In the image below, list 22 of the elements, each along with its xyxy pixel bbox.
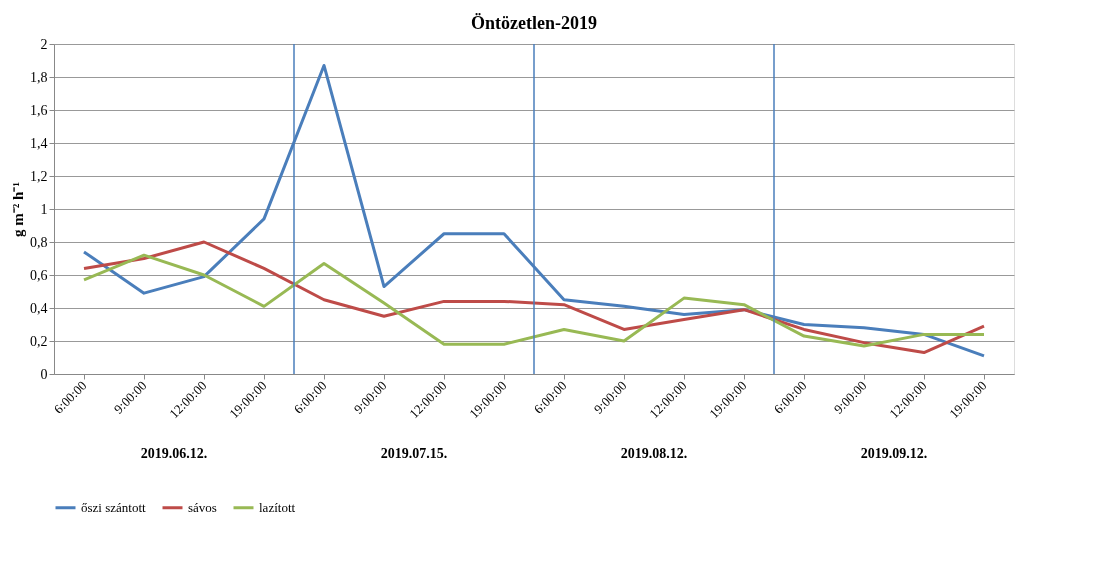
y-tick-label: 2 bbox=[40, 36, 48, 52]
line-series bbox=[82, 240, 986, 355]
legend-label: őszi szántott bbox=[81, 499, 147, 515]
y-axis-title: g m⁻² h⁻¹ bbox=[10, 182, 26, 237]
line-series bbox=[82, 253, 986, 348]
text: 2019.07.15. bbox=[380, 446, 448, 461]
y-tick-label: 1,8 bbox=[30, 69, 48, 85]
text: 2019.09.12. bbox=[860, 446, 928, 461]
y-tick-label: 0,6 bbox=[30, 267, 48, 283]
y-tick-label: 0,4 bbox=[30, 300, 48, 316]
chart-title: Öntözetlen-2019 bbox=[471, 13, 597, 33]
y-tick-label: 1 bbox=[40, 201, 48, 217]
legend-label: lazított bbox=[259, 499, 296, 515]
legend-label: sávos bbox=[188, 499, 217, 515]
y-tick-label: 1,2 bbox=[30, 168, 48, 184]
y-tick-label: 0,2 bbox=[30, 333, 48, 349]
y-tick-label: 0 bbox=[40, 366, 48, 382]
y-tick-label: 1,6 bbox=[30, 102, 48, 118]
y-tick-label: 1,4 bbox=[30, 135, 48, 151]
y-tick-label: 0,8 bbox=[30, 234, 48, 250]
text: 2019.06.12. bbox=[140, 446, 208, 461]
text: 2019.08.12. bbox=[620, 446, 688, 461]
